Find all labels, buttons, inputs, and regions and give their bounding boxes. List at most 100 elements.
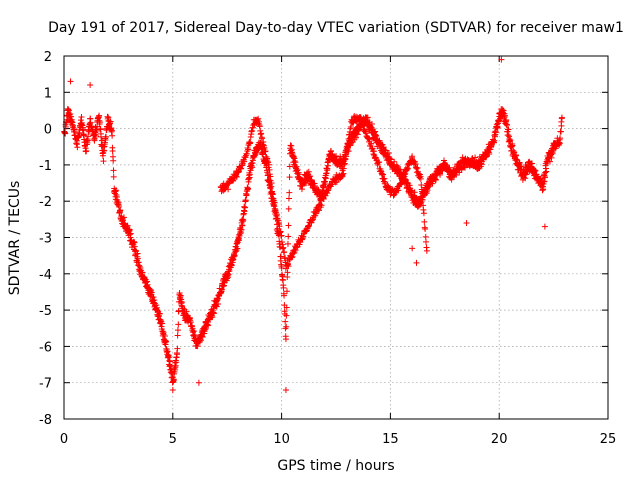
data-point bbox=[134, 250, 141, 257]
data-point bbox=[528, 160, 535, 167]
data-point bbox=[295, 169, 302, 176]
data-point bbox=[102, 133, 109, 140]
data-point bbox=[281, 292, 288, 299]
data-point bbox=[503, 122, 510, 129]
data-point bbox=[268, 180, 275, 187]
data-point bbox=[417, 175, 424, 182]
data-point bbox=[228, 262, 235, 269]
data-point bbox=[242, 197, 249, 204]
data-point bbox=[486, 151, 493, 158]
data-point bbox=[126, 226, 133, 233]
data-point bbox=[522, 171, 529, 178]
data-point bbox=[271, 199, 278, 206]
data-point bbox=[548, 154, 555, 161]
data-point bbox=[362, 128, 369, 135]
data-point bbox=[423, 247, 430, 254]
data-point bbox=[156, 310, 163, 317]
data-point bbox=[285, 205, 292, 212]
data-point bbox=[278, 238, 285, 245]
data-point bbox=[124, 222, 131, 229]
data-point bbox=[419, 190, 426, 197]
data-point bbox=[143, 278, 150, 285]
data-point bbox=[311, 183, 318, 190]
data-point bbox=[501, 112, 508, 119]
data-point bbox=[202, 325, 209, 332]
data-point bbox=[109, 148, 116, 155]
data-point bbox=[76, 129, 83, 136]
data-point bbox=[174, 345, 181, 352]
data-point bbox=[420, 210, 427, 217]
data-point bbox=[381, 175, 388, 182]
data-point bbox=[365, 135, 372, 142]
data-point bbox=[283, 312, 290, 319]
data-point bbox=[286, 189, 293, 196]
data-point bbox=[505, 132, 512, 139]
data-point bbox=[195, 379, 202, 386]
data-point bbox=[83, 147, 90, 154]
data-point bbox=[405, 180, 412, 187]
data-point bbox=[159, 320, 166, 327]
data-point bbox=[269, 191, 276, 198]
data-point bbox=[117, 207, 124, 214]
data-point bbox=[260, 138, 267, 145]
y-tick-label: 1 bbox=[44, 86, 52, 101]
chart-title: Day 191 of 2017, Sidereal Day-to-day VTE… bbox=[48, 20, 624, 36]
x-tick-label: 0 bbox=[60, 432, 68, 447]
data-point bbox=[242, 204, 249, 211]
gridlines bbox=[64, 56, 608, 419]
data-point bbox=[420, 206, 427, 213]
data-point bbox=[294, 166, 301, 173]
data-point bbox=[376, 159, 383, 166]
data-point bbox=[377, 167, 384, 174]
data-point bbox=[284, 269, 291, 276]
data-point bbox=[292, 159, 299, 166]
data-point bbox=[120, 214, 127, 221]
data-point bbox=[302, 228, 309, 235]
data-point bbox=[339, 172, 346, 179]
data-point bbox=[162, 338, 169, 345]
data-point bbox=[498, 56, 505, 63]
data-point bbox=[287, 142, 294, 149]
data-point bbox=[277, 253, 284, 260]
data-point bbox=[333, 178, 340, 185]
data-point bbox=[183, 308, 190, 315]
data-point bbox=[373, 132, 380, 139]
data-point bbox=[251, 154, 258, 161]
data-point bbox=[62, 130, 69, 137]
data-point bbox=[391, 158, 398, 165]
data-point bbox=[85, 133, 92, 140]
data-point bbox=[409, 153, 416, 160]
y-tick-label: 2 bbox=[44, 50, 52, 65]
data-point bbox=[236, 237, 243, 244]
data-point bbox=[558, 122, 565, 129]
data-point bbox=[307, 173, 314, 180]
data-point bbox=[284, 240, 291, 247]
data-point bbox=[281, 248, 288, 255]
data-point bbox=[285, 222, 292, 229]
data-point bbox=[437, 171, 444, 178]
data-point bbox=[234, 245, 241, 252]
x-tick-label: 5 bbox=[169, 432, 177, 447]
data-point bbox=[283, 304, 290, 311]
data-point bbox=[197, 337, 204, 344]
data-point bbox=[238, 226, 245, 233]
data-point bbox=[210, 309, 217, 316]
data-point bbox=[393, 162, 400, 169]
data-point bbox=[300, 233, 307, 240]
data-point bbox=[246, 171, 253, 178]
data-point bbox=[175, 321, 182, 328]
data-point bbox=[96, 112, 103, 119]
data-point bbox=[305, 168, 312, 175]
data-point bbox=[283, 288, 290, 295]
y-tick-label: 0 bbox=[44, 123, 52, 138]
data-point bbox=[262, 148, 269, 155]
y-tick-label: -5 bbox=[39, 304, 52, 319]
data-point bbox=[540, 186, 547, 193]
data-point bbox=[276, 223, 283, 230]
data-point bbox=[232, 173, 239, 180]
data-point bbox=[214, 295, 221, 302]
data-point bbox=[424, 187, 431, 194]
data-point bbox=[205, 322, 212, 329]
data-point bbox=[499, 106, 506, 113]
